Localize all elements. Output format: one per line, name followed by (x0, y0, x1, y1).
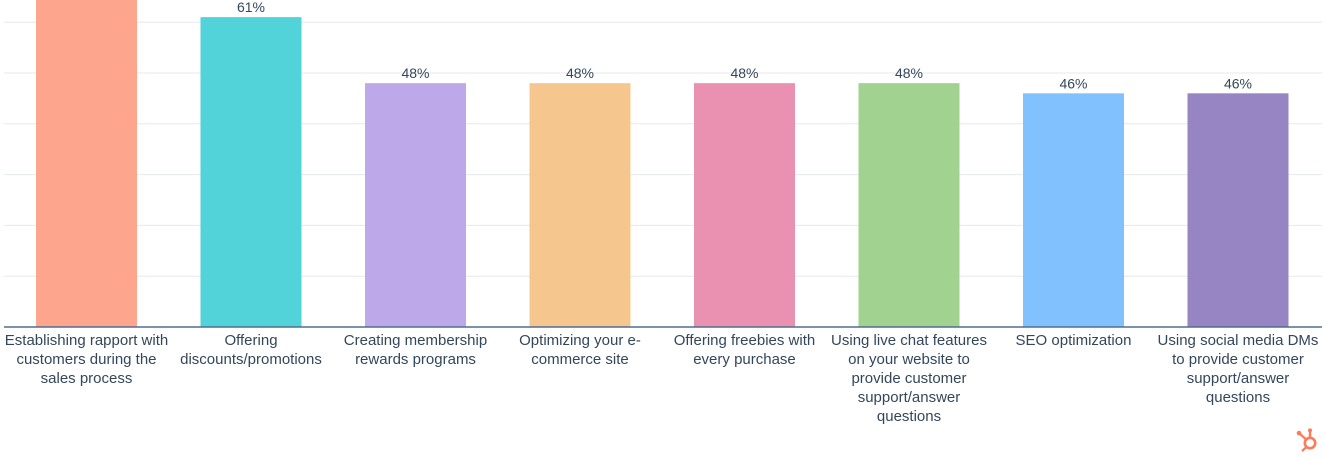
data-label: 48% (895, 65, 923, 81)
bar (1023, 93, 1124, 327)
data-label: 48% (401, 65, 429, 81)
category-label: Creating membership rewards programs (343, 332, 488, 368)
bar (200, 17, 302, 328)
bar (858, 83, 960, 327)
category-label: Establishing rapport with customers duri… (4, 332, 169, 387)
bar (365, 83, 466, 327)
category-label: SEO optimization (1015, 332, 1132, 349)
data-label: 48% (566, 65, 594, 81)
bar (36, 0, 137, 327)
data-labels-group: 71%61%48%48%48%48%46%46% (237, 0, 1252, 91)
bar (694, 83, 795, 327)
category-label: Optimizing your e-commerce site (519, 332, 641, 368)
data-label: 46% (1224, 75, 1252, 91)
category-label: Offering freebies with every purchase (673, 332, 816, 368)
bars-group (36, 0, 1289, 328)
data-label: 61% (237, 0, 265, 15)
bar (1187, 93, 1289, 327)
category-label: Offering discounts/promotions (180, 332, 322, 368)
bar (529, 83, 631, 327)
data-label: 46% (1059, 75, 1087, 91)
category-label: Using social media DMs to provide custom… (1157, 332, 1319, 406)
hubspot-sprocket-icon (1296, 428, 1317, 452)
data-label: 48% (730, 65, 758, 81)
category-label: Using live chat features on your website… (831, 332, 987, 425)
